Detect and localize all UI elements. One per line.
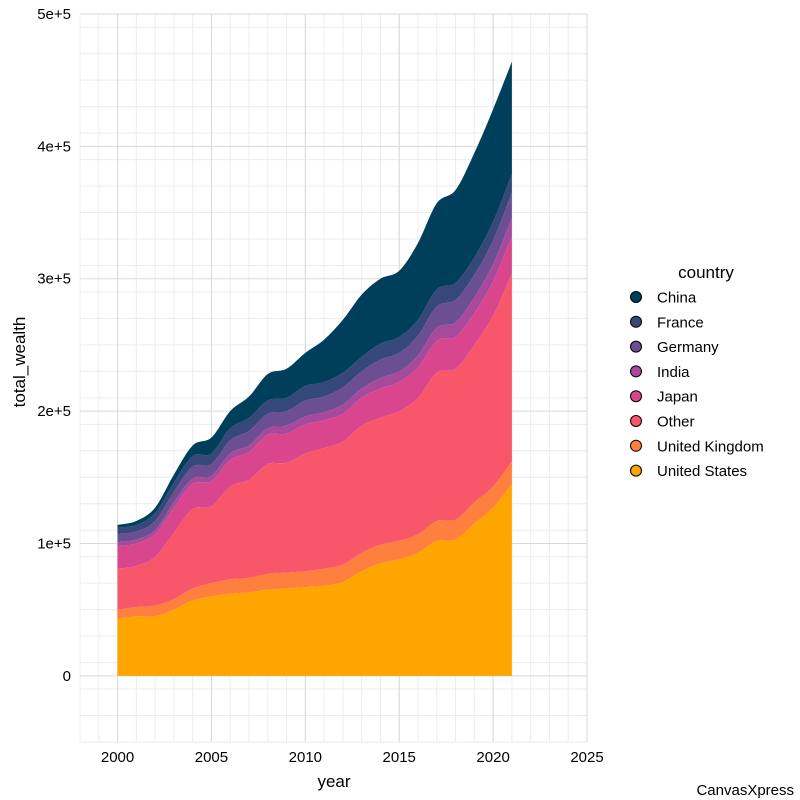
legend-item-united-kingdom: United Kingdom (630, 438, 764, 455)
y-tick-label: 5e+5 (37, 6, 71, 23)
legend-label: China (657, 290, 697, 307)
legend-item-china: China (630, 290, 697, 307)
legend-swatch (630, 365, 642, 378)
legend-label: United Kingdom (657, 438, 764, 455)
x-tick-label: 2005 (195, 749, 228, 766)
y-tick-label: 3e+5 (37, 271, 71, 288)
area-series-group (117, 61, 512, 676)
legend-label: Other (657, 414, 695, 431)
legend-item-germany: Germany (630, 339, 719, 356)
legend-label: United States (657, 463, 747, 480)
legend-item-india: India (630, 364, 690, 381)
y-axis-title: total_wealth (10, 317, 29, 408)
area-united-states (117, 483, 512, 676)
x-axis-tick-labels: 2000 2005 2010 2015 2020 2025 (101, 749, 604, 766)
y-tick-label: 0 (63, 668, 71, 685)
legend-label: Germany (657, 339, 719, 356)
x-tick-label: 2000 (101, 749, 134, 766)
legend-label: Japan (657, 389, 698, 406)
x-tick-label: 2020 (476, 749, 509, 766)
y-tick-label: 2e+5 (37, 403, 71, 420)
legend-items: China France Germany India Japan Other United … (630, 290, 764, 480)
legend-item-united-states: United States (630, 463, 747, 480)
legend-swatch (630, 415, 642, 427)
legend-item-japan: Japan (630, 389, 698, 406)
y-axis-tick-labels: 0 1e+5 2e+5 3e+5 4e+5 5e+5 (37, 6, 71, 685)
legend-item-france: France (630, 314, 704, 331)
legend-item-other: Other (630, 414, 695, 431)
legend-swatch (630, 439, 642, 452)
legend-swatch (630, 390, 642, 403)
major-grid (80, 13, 588, 742)
watermark-text: CanvasXpress (696, 782, 794, 799)
y-tick-label: 4e+5 (37, 138, 71, 155)
legend-swatch (630, 315, 642, 328)
area-japan (117, 236, 512, 569)
legend-title: country (678, 263, 734, 282)
legend-label: India (657, 364, 690, 381)
legend-swatch (630, 291, 642, 303)
y-tick-label: 1e+5 (37, 535, 71, 552)
x-tick-label: 2025 (570, 749, 603, 766)
area-other (117, 273, 512, 610)
x-axis-title: year (317, 772, 350, 791)
x-tick-label: 2015 (383, 749, 416, 766)
legend-label: France (657, 314, 704, 331)
legend-swatch (630, 340, 642, 353)
area-united-kingdom (117, 461, 512, 619)
legend: country China France Germany India Japan Othe… (630, 263, 764, 480)
legend-swatch (630, 464, 642, 477)
x-tick-label: 2010 (289, 749, 322, 766)
